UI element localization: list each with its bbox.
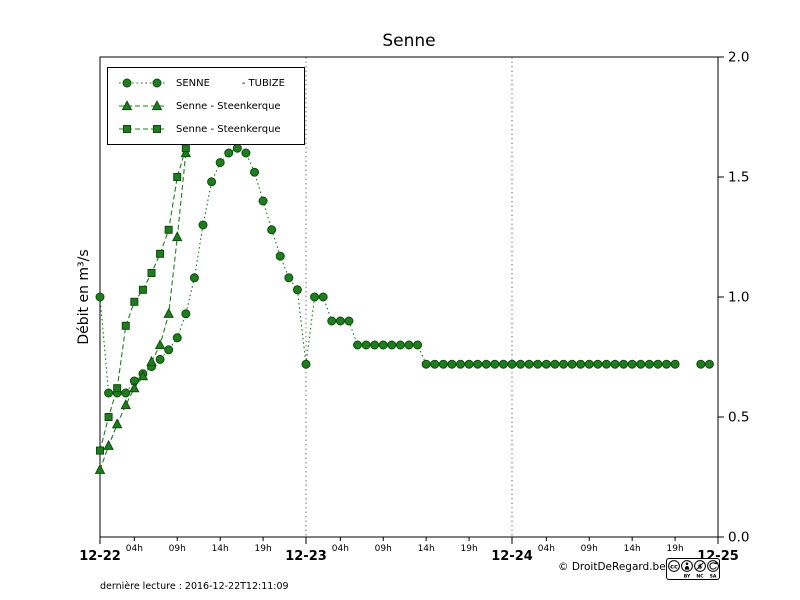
series-2-triangle [94,147,192,474]
x-major-tick-label: 12-22 [79,549,121,564]
footer-status: dernière lecture : 2016-12-22T12:11:09 d… [100,558,289,600]
legend-entry: SENNE - TUBIZE [117,76,295,90]
y-tick-label: 1.5 [728,170,749,186]
x-minor-tick-label: 14h [418,544,435,554]
legend-sample-square [119,125,165,133]
cc-icon: cc [670,562,678,570]
sa-icon [709,562,717,570]
x-minor-tick-label: 04h [332,544,349,554]
license-letter: BY [684,574,691,580]
y-tick-label: 0.5 [728,410,749,426]
legend-label: Senne - Steenkerque [176,123,281,135]
series-3-square [96,144,190,455]
x-minor-tick-label: 19h [255,544,272,554]
legend-label: SENNE - TUBIZE [176,77,285,89]
chart-title: Senne [382,31,436,51]
x-minor-tick-label: 09h [581,544,598,554]
y-tick-label: 0.0 [728,530,749,546]
legend: SENNE - TUBIZE Senne - Steenkerque Senne -… [107,67,305,145]
x-minor-tick-label: 09h [375,544,392,554]
legend-sample-circle [119,78,165,88]
x-minor-tick-label: 14h [624,544,641,554]
legend-entry: Senne - Steenkerque [117,99,295,113]
x-minor-tick-label: 04h [126,544,143,554]
copyright-text: © DroitDeRegard.be [558,561,666,573]
x-major-tick-label: 12-23 [285,549,327,564]
last-reading-text: dernière lecture : 2016-12-22T12:11:09 [100,580,289,592]
y-axis-label: Débit en m³/s [76,249,92,345]
x-minor-tick-label: 19h [461,544,478,554]
y-tick-label: 2.0 [728,50,749,66]
x-minor-tick-label: 09h [169,544,186,554]
legend-entry: Senne - Steenkerque [117,122,295,136]
license-letter: NC [696,574,704,580]
legend-label: Senne - Steenkerque [176,100,281,112]
x-minor-tick-label: 19h [667,544,684,554]
license-letter: SA [710,574,717,580]
legend-sample-triangle [119,100,165,111]
x-minor-tick-label: 04h [538,544,555,554]
series-1-circle [95,143,714,398]
x-minor-tick-label: 14h [212,544,229,554]
y-tick-label: 1.0 [728,290,749,306]
x-major-tick-label: 12-24 [491,549,533,564]
by-icon [685,562,689,566]
